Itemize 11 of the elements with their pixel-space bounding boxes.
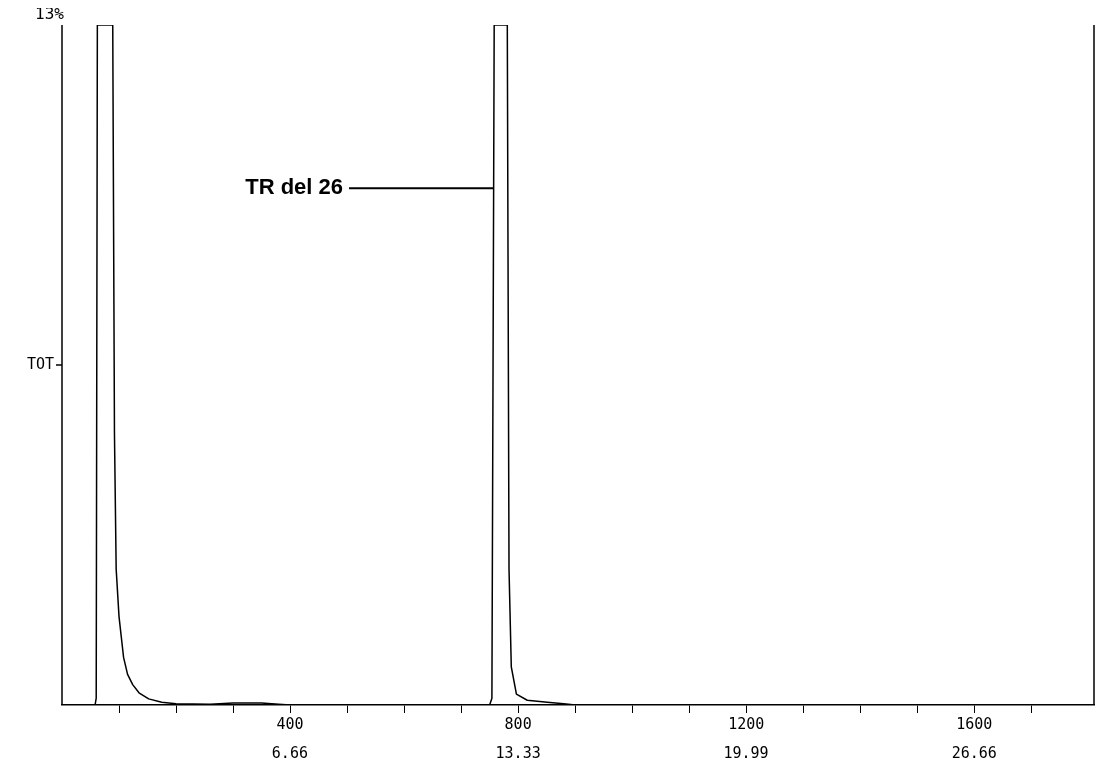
annotation: TR del 26 bbox=[245, 174, 344, 200]
x-tick-label: 1600 bbox=[956, 714, 993, 733]
x-tick-label: 800 bbox=[504, 714, 532, 733]
x-tick-label: 1200 bbox=[728, 714, 765, 733]
x2-tick-label: 13.33 bbox=[495, 743, 541, 762]
y-axis-title: TOT bbox=[26, 354, 54, 373]
x2-tick-label: 19.99 bbox=[723, 743, 769, 762]
x2-tick-label: 26.66 bbox=[951, 743, 997, 762]
x2-tick-label: 6.66 bbox=[271, 743, 308, 762]
text: 13% bbox=[35, 4, 65, 24]
x-tick-label: 400 bbox=[276, 714, 304, 733]
